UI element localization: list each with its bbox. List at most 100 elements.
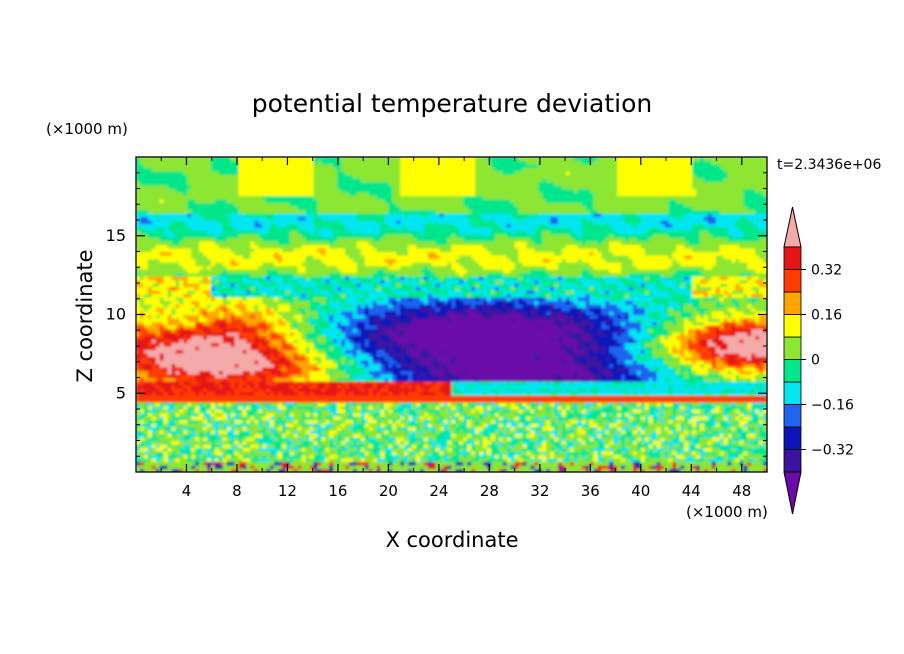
contour-cell xyxy=(719,409,725,414)
contour-cell xyxy=(538,286,543,291)
contour-cell xyxy=(396,283,401,288)
contour-cell xyxy=(199,405,204,410)
contour-cell xyxy=(270,468,279,472)
contour-cell xyxy=(605,258,634,263)
contour-cell xyxy=(479,430,484,435)
contour-cell xyxy=(242,300,263,305)
contour-cell xyxy=(400,419,405,424)
contour-cell xyxy=(447,367,587,372)
contour-cell xyxy=(597,356,606,361)
contour-cell xyxy=(419,353,433,358)
contour-cell xyxy=(696,465,701,470)
contour-cell xyxy=(392,286,397,291)
contour-cell xyxy=(191,255,208,260)
contour-cell xyxy=(270,276,283,281)
contour-cell xyxy=(143,402,149,407)
contour-cell xyxy=(337,286,342,291)
contour-cell xyxy=(593,409,630,414)
contour-cell xyxy=(388,468,393,472)
contour-cell xyxy=(443,458,449,463)
contour-cell xyxy=(376,458,386,463)
contour-cell xyxy=(191,430,196,435)
contour-cell xyxy=(305,451,319,456)
contour-cell xyxy=(341,290,346,295)
contour-cell xyxy=(569,447,575,452)
contour-cell xyxy=(755,384,764,389)
contour-cell xyxy=(183,437,188,442)
contour-cell xyxy=(565,412,583,417)
contour-cell xyxy=(368,451,374,456)
contour-cell xyxy=(561,412,567,417)
contour-cell xyxy=(672,255,685,260)
contour-cell xyxy=(167,444,173,449)
contour-cell xyxy=(621,265,638,270)
contour-cell xyxy=(352,433,362,438)
contour-cell xyxy=(348,318,370,323)
contour-cell xyxy=(293,405,299,410)
contour-cell xyxy=(498,454,504,459)
contour-cell xyxy=(309,437,315,442)
contour-cell xyxy=(554,444,563,449)
contour-cell xyxy=(759,437,764,442)
contour-cell xyxy=(498,276,508,281)
contour-cell xyxy=(345,335,350,340)
contour-cell xyxy=(589,290,599,295)
contour-cell xyxy=(313,447,319,452)
contour-cell xyxy=(735,437,740,442)
contour-cell xyxy=(510,199,547,204)
contour-cell xyxy=(565,279,583,284)
contour-cell xyxy=(439,458,445,463)
contour-cell xyxy=(210,328,224,333)
contour-cell xyxy=(242,444,251,449)
contour-cell xyxy=(486,234,496,239)
contour-cell xyxy=(692,363,701,368)
contour-cell xyxy=(644,349,650,354)
contour-cell xyxy=(557,384,595,389)
contour-cell xyxy=(226,416,232,421)
contour-cell xyxy=(684,255,693,260)
contour-cell xyxy=(277,297,283,302)
contour-cell xyxy=(143,300,161,305)
contour-cell xyxy=(743,363,756,368)
contour-cell xyxy=(309,293,326,298)
contour-cell xyxy=(419,454,425,459)
contour-cell xyxy=(463,402,468,407)
contour-cell xyxy=(329,384,338,389)
contour-cell xyxy=(613,458,622,463)
contour-cell xyxy=(699,237,729,242)
contour-cell xyxy=(565,468,587,472)
contour-cell xyxy=(226,458,244,463)
contour-cell xyxy=(250,405,255,410)
contour-cell xyxy=(644,405,650,410)
contour-cell xyxy=(195,454,200,459)
plot-area xyxy=(136,157,767,472)
contour-cell xyxy=(206,318,216,323)
contour-cell xyxy=(352,339,366,344)
contour-cell xyxy=(289,325,295,330)
contour-cell xyxy=(652,234,669,239)
contour-cell xyxy=(238,328,244,333)
contour-cell xyxy=(159,468,173,472)
contour-cell xyxy=(139,419,145,424)
contour-cell xyxy=(325,426,330,431)
contour-cell xyxy=(431,283,437,288)
contour-cell xyxy=(179,440,196,445)
contour-cell xyxy=(628,314,650,319)
contour-cell xyxy=(601,251,614,256)
contour-cell xyxy=(423,430,433,435)
contour-cell xyxy=(506,381,512,386)
contour-cell xyxy=(451,234,457,239)
contour-cell xyxy=(400,416,405,421)
contour-cell xyxy=(609,458,614,463)
contour-cell xyxy=(565,290,575,295)
contour-cell xyxy=(680,402,685,407)
contour-cell xyxy=(522,440,531,445)
contour-cell xyxy=(337,454,342,459)
contour-cell xyxy=(159,251,173,256)
contour-cell xyxy=(258,447,279,452)
contour-cell xyxy=(739,300,752,305)
contour-cell xyxy=(660,335,666,340)
contour-cell xyxy=(203,416,208,421)
contour-cell xyxy=(274,286,279,291)
contour-cell xyxy=(234,433,251,438)
